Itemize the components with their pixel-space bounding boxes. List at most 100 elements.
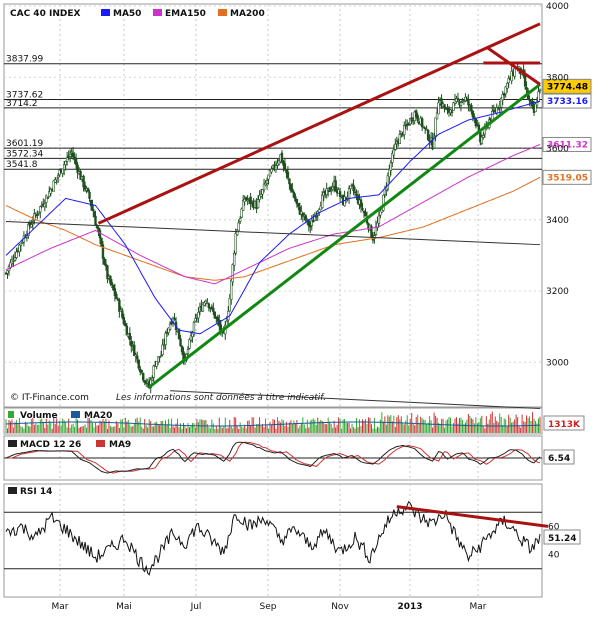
candle-body xyxy=(133,344,136,356)
candle-body xyxy=(74,158,78,165)
candle-body xyxy=(249,196,252,205)
candle-body xyxy=(230,279,233,300)
candle-body xyxy=(68,154,72,157)
candle-body xyxy=(329,190,333,192)
candle-body xyxy=(361,208,364,210)
macd-ma9-swatch xyxy=(96,440,105,447)
candle-body xyxy=(142,373,145,381)
candle-body xyxy=(192,322,196,335)
candle-body xyxy=(61,168,64,174)
candle-body xyxy=(39,206,42,213)
candle-body xyxy=(124,323,127,327)
candle-body xyxy=(19,243,23,246)
candle-body xyxy=(6,270,9,274)
candle-body xyxy=(243,198,246,202)
ma200-line xyxy=(5,176,541,281)
candle-body xyxy=(473,116,476,119)
candle-body xyxy=(173,318,176,321)
candle-body xyxy=(353,191,357,194)
candle-body xyxy=(321,194,324,209)
candle-body xyxy=(425,128,428,131)
moving-averages-layer xyxy=(5,100,541,335)
candle-body xyxy=(350,183,354,186)
candle-body xyxy=(434,117,437,137)
legend-label-ema150: EMA150 xyxy=(165,9,206,19)
candle-body xyxy=(312,219,315,223)
candle-body xyxy=(283,163,287,171)
candle-body xyxy=(391,153,394,163)
candle-body xyxy=(168,323,172,330)
candle-body xyxy=(212,308,215,313)
candle-body xyxy=(121,310,124,318)
candle-body xyxy=(241,199,245,211)
candle-body xyxy=(110,282,114,285)
candle-body xyxy=(437,102,440,115)
candle-body xyxy=(113,288,117,296)
rsi-trendline xyxy=(396,505,549,528)
candle-body xyxy=(13,257,17,261)
candle-body xyxy=(213,311,217,319)
candle-body xyxy=(344,197,348,200)
x-tick-label: Jul xyxy=(190,602,202,612)
candle-body xyxy=(297,203,300,207)
rsi-line xyxy=(5,500,541,576)
candle-body xyxy=(210,306,214,309)
candle-body xyxy=(482,135,485,138)
candle-body xyxy=(100,237,103,246)
price-tags-layer: 3774.48 3733.16 3611.32 3519.05 xyxy=(542,78,592,185)
price-tag-label: 3774.48 xyxy=(547,82,588,92)
rsi-y-tick-label: 40 xyxy=(548,551,560,561)
candle-body xyxy=(286,171,290,179)
copyright-watermark: © IT-Finance.com xyxy=(10,393,89,403)
candle-body xyxy=(292,191,296,198)
candle-body xyxy=(209,307,212,309)
volume-ma20-swatch xyxy=(71,411,80,418)
y-tick-label: 3400 xyxy=(546,216,569,226)
candle-body xyxy=(227,310,230,321)
macd-line xyxy=(5,441,541,474)
candle-body xyxy=(48,191,51,197)
candle-body xyxy=(36,214,39,216)
candle-body xyxy=(37,211,41,214)
candle-body xyxy=(392,149,396,156)
candle-body xyxy=(18,244,21,252)
candle-body xyxy=(349,185,352,189)
candle-body xyxy=(459,102,463,106)
candle-body xyxy=(452,102,455,111)
candle-body xyxy=(295,199,299,204)
price-tag-box xyxy=(542,136,592,152)
candle-body xyxy=(177,328,181,340)
candle-body xyxy=(306,218,309,221)
candle-body xyxy=(462,100,466,102)
candle-body xyxy=(535,102,539,106)
macd-value-box xyxy=(543,449,575,465)
volume-ma20-line xyxy=(5,421,540,427)
candle-body xyxy=(122,317,126,325)
volume-bars-layer xyxy=(5,411,541,433)
legend-label-ma200: MA200 xyxy=(230,9,265,19)
candle-body xyxy=(288,178,291,185)
candle-body xyxy=(534,103,537,113)
candle-body xyxy=(440,98,443,107)
candle-body xyxy=(338,191,342,197)
candle-body xyxy=(347,188,351,199)
trendline-long-resistance xyxy=(5,221,541,246)
candle-body xyxy=(95,225,99,229)
candle-body xyxy=(328,187,331,192)
candle-body xyxy=(537,91,540,102)
candle-body xyxy=(259,193,263,197)
rsi-value-box xyxy=(543,529,581,545)
price-panel-frame xyxy=(3,3,543,408)
candle-body xyxy=(140,370,143,373)
candle-body xyxy=(420,118,424,128)
rsi-swatch xyxy=(8,487,17,494)
candle-body xyxy=(465,98,469,100)
candle-body xyxy=(164,332,167,345)
axis-labels-layer: Mar Mai Jul Sep Nov 2013 Mar 3000 3200 3400 3600 38… xyxy=(52,2,570,612)
disclaimer-note: Les informations sont données à titre in… xyxy=(116,392,326,403)
candle-body xyxy=(115,294,118,299)
candle-body xyxy=(12,260,15,262)
candle-body xyxy=(137,359,140,369)
candle-body xyxy=(119,309,123,312)
candle-body xyxy=(310,220,313,226)
